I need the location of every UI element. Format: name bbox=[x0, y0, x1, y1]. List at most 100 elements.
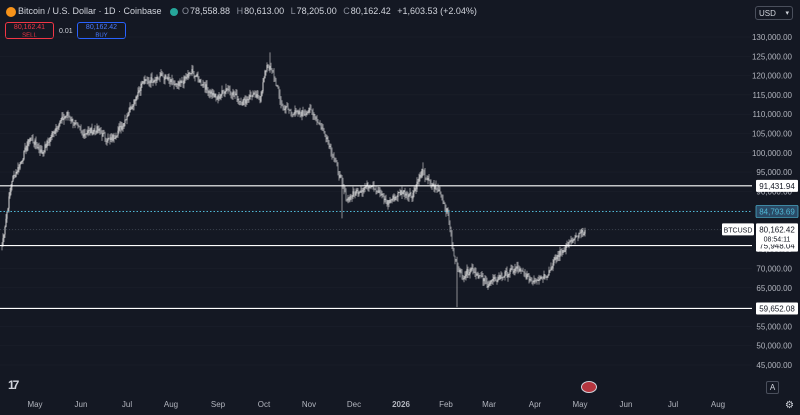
y-tick-label: 105,000.00 bbox=[752, 129, 793, 138]
candle-body bbox=[582, 229, 584, 236]
candle-body bbox=[205, 84, 207, 90]
candle-body bbox=[62, 116, 64, 121]
x-tick-label: Sep bbox=[211, 400, 226, 409]
auto-scale-button[interactable]: A bbox=[766, 381, 779, 394]
candle-body bbox=[526, 274, 528, 279]
candle-body bbox=[23, 150, 25, 160]
candle-body bbox=[415, 187, 417, 190]
candle-body bbox=[221, 90, 223, 95]
candle-body bbox=[558, 254, 560, 258]
level-price-box bbox=[755, 205, 799, 218]
candle-body bbox=[237, 99, 239, 101]
symbol-title[interactable]: Bitcoin / U.S. Dollar · 1D · Coinbase bbox=[18, 6, 162, 16]
y-tick-label: 100,000.00 bbox=[752, 149, 793, 158]
candle-body bbox=[290, 109, 292, 112]
x-tick-label: Jul bbox=[122, 400, 132, 409]
candle-body bbox=[146, 80, 148, 82]
candle-body bbox=[465, 274, 467, 277]
candle-body bbox=[192, 69, 194, 72]
candle-body bbox=[187, 74, 189, 78]
candle-body bbox=[42, 152, 44, 154]
candle-body bbox=[82, 133, 84, 137]
candle-body bbox=[276, 85, 278, 87]
candle-body bbox=[361, 190, 363, 192]
candle-body bbox=[314, 114, 316, 119]
candle-body bbox=[194, 76, 196, 78]
candle-body bbox=[167, 77, 169, 80]
candle-body bbox=[18, 167, 20, 169]
high-value: 80,613.00 bbox=[244, 6, 285, 16]
us-flag-icon[interactable] bbox=[581, 381, 597, 393]
candle-body bbox=[324, 131, 326, 137]
candle-body bbox=[381, 193, 383, 196]
candle-body bbox=[114, 137, 116, 139]
candle-body bbox=[554, 257, 556, 260]
candle-body bbox=[514, 268, 516, 272]
grid bbox=[0, 36, 752, 366]
candle-body bbox=[141, 83, 143, 85]
candle-body bbox=[573, 239, 575, 241]
candle-body bbox=[285, 106, 287, 109]
candle-body bbox=[162, 75, 164, 77]
close-key: C bbox=[343, 6, 350, 16]
candle-body bbox=[448, 213, 450, 224]
buy-button[interactable]: 80,162.42 BUY bbox=[77, 22, 126, 39]
candle-body bbox=[266, 65, 268, 71]
candle-body bbox=[505, 271, 507, 272]
candle-body bbox=[142, 81, 144, 84]
candle-body bbox=[473, 272, 475, 274]
candle-body bbox=[57, 127, 59, 129]
candle-body bbox=[251, 95, 253, 97]
candle-body bbox=[496, 281, 498, 282]
candle-body bbox=[182, 82, 184, 84]
candle-body bbox=[272, 70, 274, 73]
candle-body bbox=[306, 112, 308, 115]
candle-body bbox=[226, 88, 228, 90]
buy-label: BUY bbox=[95, 33, 108, 39]
candle-body bbox=[17, 167, 19, 172]
candle-body bbox=[191, 69, 193, 74]
candle-body bbox=[262, 82, 264, 92]
candle-body bbox=[531, 279, 533, 281]
candle-body bbox=[329, 145, 331, 147]
candle-body bbox=[220, 94, 222, 97]
candle-body bbox=[417, 181, 419, 183]
candle-body bbox=[382, 193, 384, 197]
candle-body bbox=[347, 197, 349, 201]
candle-body bbox=[113, 135, 115, 139]
candle-body bbox=[475, 271, 477, 276]
y-tick-label: 125,000.00 bbox=[752, 52, 793, 61]
x-tick-label: Nov bbox=[302, 400, 316, 409]
candle-body bbox=[263, 78, 265, 83]
candle-body bbox=[392, 195, 394, 200]
currency-select[interactable]: USD ▾ bbox=[755, 6, 793, 20]
candle-body bbox=[41, 149, 43, 154]
candle-body bbox=[439, 189, 441, 195]
gear-icon[interactable]: ⚙ bbox=[785, 400, 794, 411]
candle-body bbox=[252, 94, 254, 97]
low-value: 78,205.00 bbox=[296, 6, 337, 16]
candle-body bbox=[246, 99, 248, 101]
candle-body bbox=[510, 268, 512, 270]
candle-body bbox=[125, 119, 127, 121]
candle-body bbox=[485, 280, 487, 282]
candle-body bbox=[259, 98, 261, 102]
candle-body bbox=[508, 273, 510, 275]
candle-body bbox=[257, 94, 259, 96]
tradingview-logo[interactable]: 17 bbox=[8, 378, 19, 392]
candle-body bbox=[411, 196, 413, 199]
candle-body bbox=[163, 76, 165, 80]
candle-body bbox=[521, 269, 523, 271]
candle-body bbox=[545, 277, 547, 279]
candle-body bbox=[132, 105, 134, 107]
candle-body bbox=[72, 118, 74, 125]
sell-button[interactable]: 80,162.41 SELL bbox=[5, 22, 54, 39]
candle-body bbox=[137, 91, 139, 97]
candle-body bbox=[363, 187, 365, 190]
candle-body bbox=[91, 127, 93, 135]
current-price-label: 80,162.42 bbox=[759, 225, 795, 234]
sell-label: SELL bbox=[22, 33, 37, 39]
high-key: H bbox=[236, 6, 244, 16]
candle-body bbox=[402, 192, 404, 195]
